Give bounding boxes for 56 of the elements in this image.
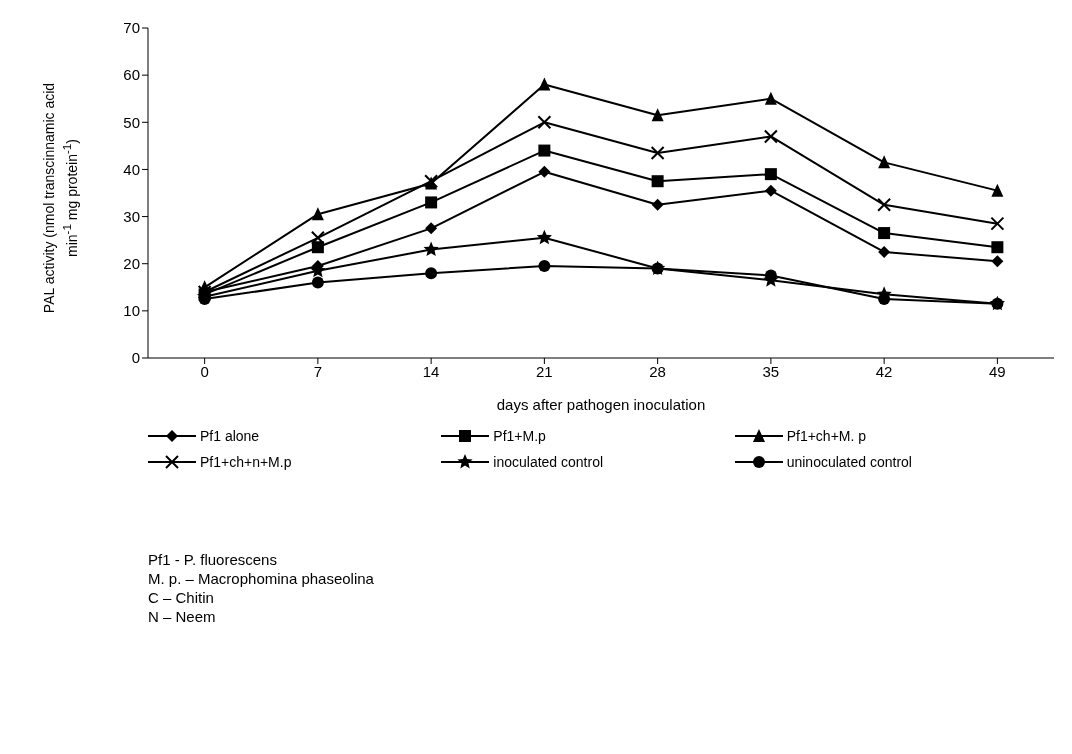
point [764,91,777,105]
legend-label: Pf1+M.p [493,428,546,444]
x-tick-label: 35 [762,362,780,380]
y-tick-label: 10 [123,302,140,320]
x-tick-label: 0 [200,362,209,380]
legend-label: uninoculated control [786,454,912,470]
x-tick-label: 42 [875,362,893,380]
point [878,155,891,169]
point [311,276,324,289]
point [651,198,664,211]
text: N – Neem [148,607,217,626]
y-tick-label: 50 [123,113,140,131]
x-tick-label: 49 [989,362,1006,380]
point [991,241,1004,254]
point [536,229,552,245]
point [878,227,891,240]
point [764,184,777,197]
x-tick-label: 14 [422,362,440,380]
point [310,230,325,245]
text: M. p. – Macrophomina phaseolina [148,569,375,588]
y-tick-label: 20 [123,255,140,273]
point [425,222,438,235]
legend-label: Pf1+ch+M. p [786,428,867,444]
point [990,216,1005,231]
point [538,165,551,178]
point [764,168,777,181]
point [650,145,665,160]
point [763,129,778,144]
y-tick-label: 0 [131,349,140,367]
point [425,267,438,280]
point [991,255,1004,268]
x-axis-title: days after pathogen inoculation [496,396,706,413]
y-tick-label: 30 [123,207,140,225]
text: Pf1 - P. fluorescens [148,550,278,569]
point [991,183,1004,197]
point [538,144,551,157]
point [311,207,324,221]
point [651,175,664,188]
legend-label: Pf1+ch+n+M.p [200,454,292,470]
point [651,108,664,122]
x-tick-label: 21 [536,362,553,380]
point [878,245,891,258]
x-tick-label: 7 [313,362,323,380]
point [538,77,551,91]
y-tick-label: 70 [123,19,140,37]
legend-label: Pf1 alone [200,428,260,444]
text: C – Chitin [148,588,215,607]
point [877,197,892,212]
y-tick-label: 40 [123,160,140,178]
point [537,115,552,130]
point [423,241,439,257]
point [538,260,551,273]
legend-label: inoculated control [493,454,604,470]
y-tick-label: 60 [123,66,140,84]
x-tick-label: 28 [649,362,666,380]
point [425,196,438,209]
